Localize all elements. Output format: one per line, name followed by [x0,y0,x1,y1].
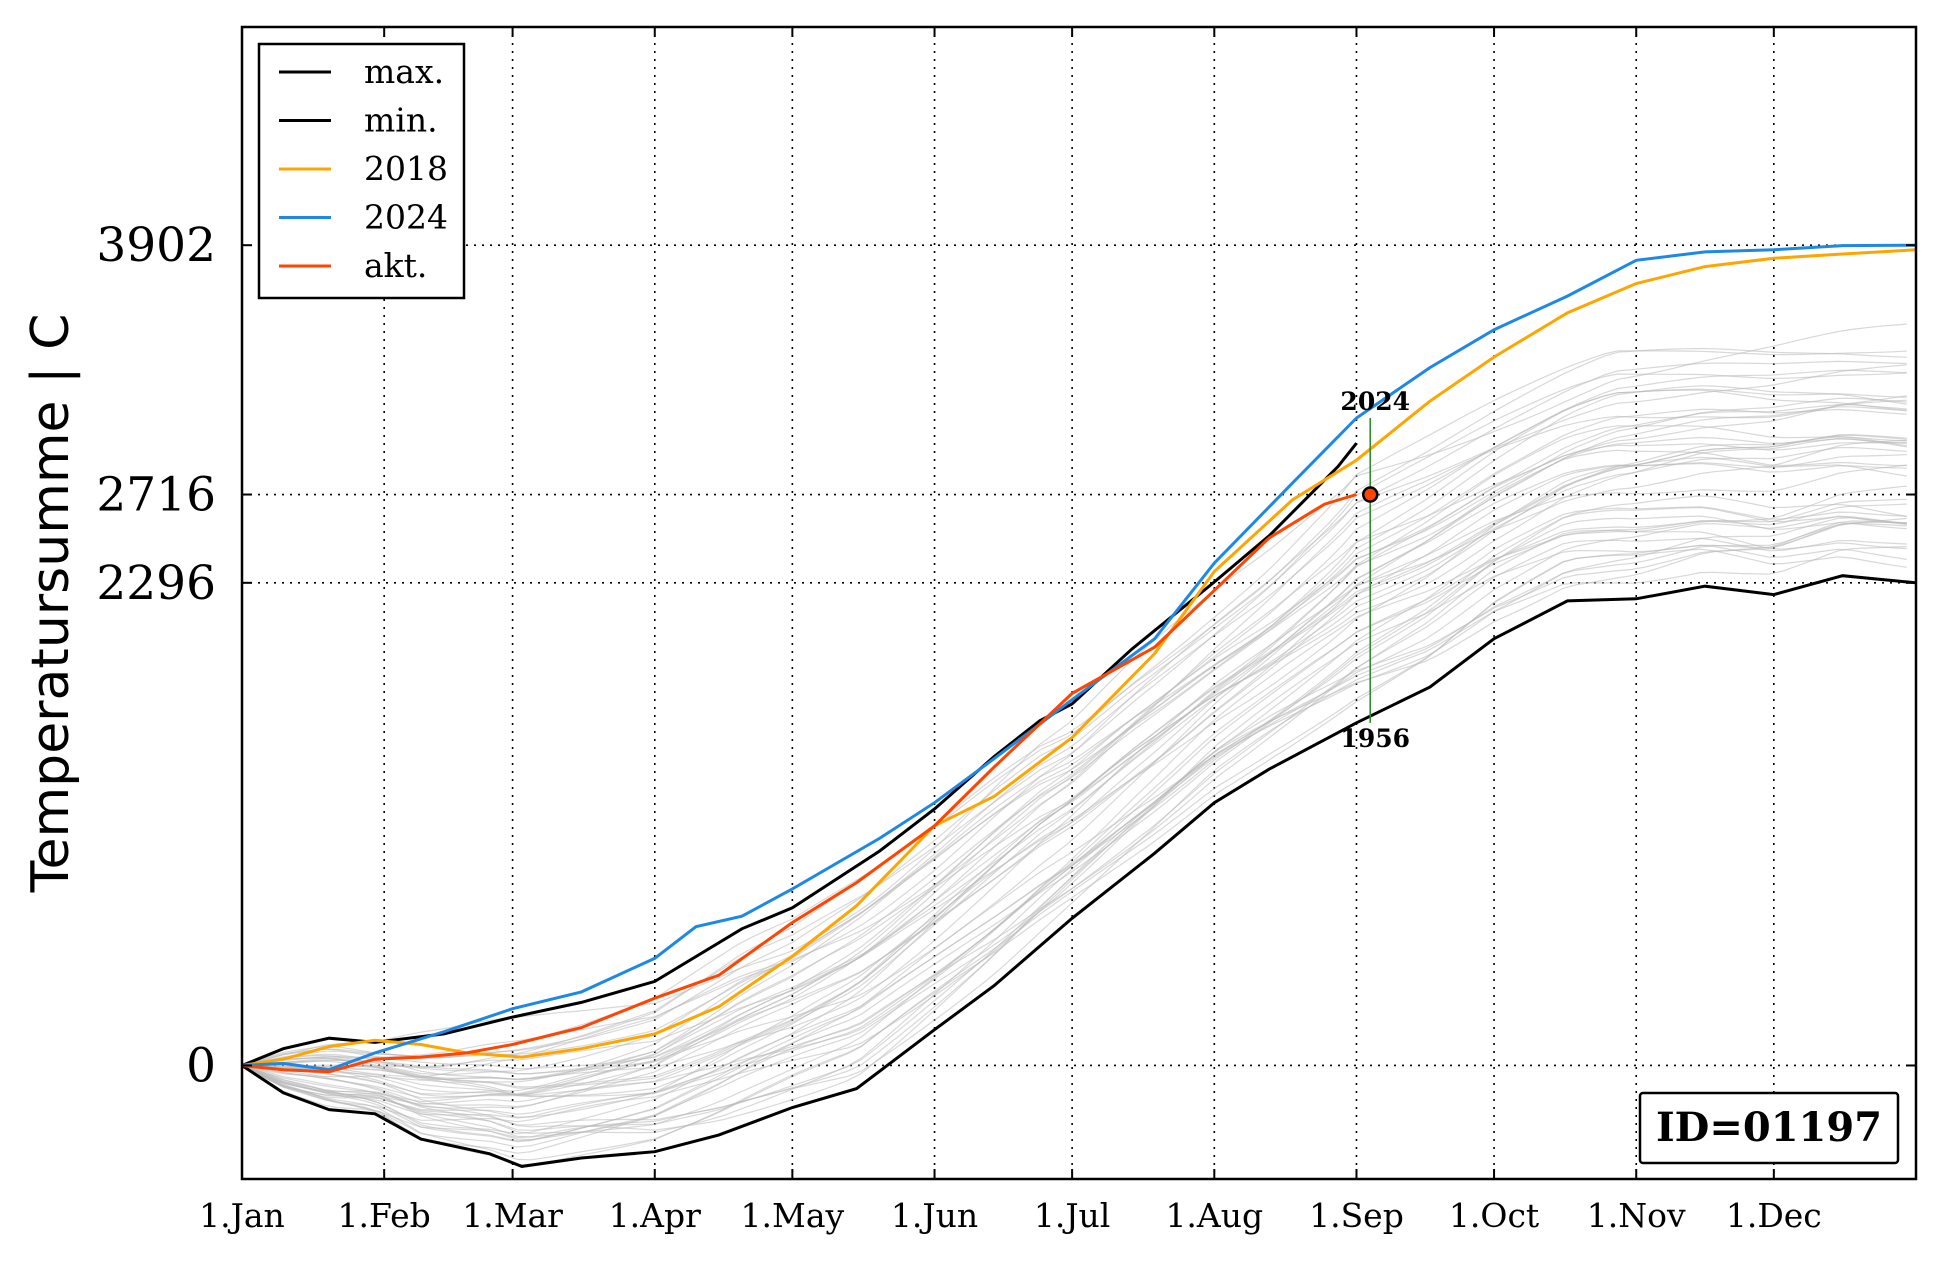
background-year-line [241,515,1907,1138]
background-year-line [241,464,1907,1103]
id-box-label: ID=01197 [1656,1104,1882,1151]
background-year-line [241,485,1907,1105]
id-box: ID=01197 [1638,1091,1900,1165]
series-line-min [241,574,1917,1168]
background-year-line [241,385,1907,1080]
legend-label: akt. [364,246,427,285]
annotation-min-year: 1956 [1340,724,1410,753]
x-tick-label: 1.Jun [891,1196,978,1235]
y-tick-label: 3902 [96,218,216,273]
background-year-line [241,546,1907,1139]
background-year-line [241,498,1907,1115]
background-year-line [241,449,1907,1109]
y-tick-label: 2296 [96,556,216,611]
background-year-line [241,347,1907,1066]
background-year-line [241,495,1907,1141]
y-tick-label: 2716 [96,468,216,523]
annotation-max-year: 2024 [1340,387,1410,416]
y-axis-ticks: 0 2296 2716 3902 [96,218,1916,1093]
x-tick-label: 1.Nov [1587,1196,1686,1235]
background-year-line [241,399,1907,1068]
background-year-line [241,517,1907,1135]
x-axis-ticks: 1.Jan 1.Feb 1.Mar 1.Apr 1.May 1.Jun 1.Jul 1.Aug… [199,27,1822,1235]
series-lines [241,243,1917,1168]
annotations: 2024 1956 [1340,387,1410,753]
x-tick-label: 1.Feb [338,1196,431,1235]
x-tick-label: 1.Oct [1449,1196,1539,1235]
legend-label: min. [364,101,438,140]
background-year-line [241,515,1907,1143]
x-tick-label: 1.Dec [1726,1196,1822,1235]
background-year-line [241,369,1907,1066]
x-tick-label: 1.May [741,1196,845,1235]
background-year-line [241,364,1907,1067]
id-box-frame [1638,1091,1900,1165]
x-tick-label: 1.Sep [1309,1196,1404,1235]
x-tick-label: 1.Mar [462,1196,563,1235]
series-line-akt [241,493,1357,1074]
background-year-line [241,389,1907,1083]
background-year-line [241,520,1907,1131]
background-year-line [241,406,1907,1075]
background-year-line [241,522,1907,1131]
legend-label: 2018 [364,149,448,188]
current-value-marker [1361,486,1379,503]
x-tick-label: 1.Jan [199,1196,285,1235]
series-line-2024 [241,243,1917,1072]
series-line-2018 [241,248,1917,1067]
legend: max. min. 2018 2024 akt. [257,42,466,300]
legend-label: 2024 [364,198,448,237]
background-year-line [241,441,1907,1095]
x-tick-label: 1.Apr [609,1196,701,1235]
background-year-line [241,506,1907,1135]
background-year-line [241,434,1907,1089]
plot-frame [240,25,1918,1181]
y-tick-label: 0 [186,1038,216,1093]
background-year-line [241,439,1907,1081]
x-tick-label: 1.Jul [1034,1196,1111,1235]
legend-frame [257,42,466,300]
background-year-line [241,521,1907,1126]
background-year-line [241,456,1907,1118]
background-year-line [241,436,1907,1098]
y-axis-label: Temperatursumme | C [21,314,81,894]
background-year-line [241,517,1907,1123]
background-year-line [241,544,1907,1161]
background-year-lines [241,323,1907,1166]
legend-label: max. [364,52,444,91]
background-year-line [241,537,1907,1148]
x-tick-label: 1.Aug [1165,1196,1263,1235]
